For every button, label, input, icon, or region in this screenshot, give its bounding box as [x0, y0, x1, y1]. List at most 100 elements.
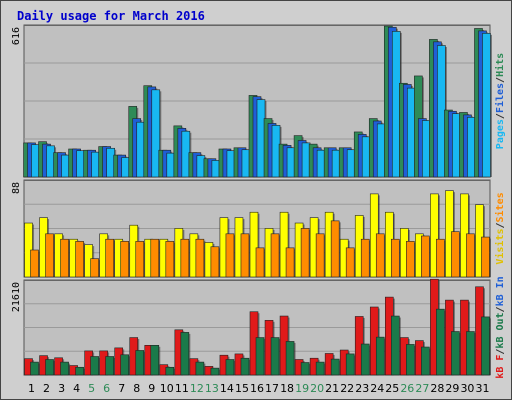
- x-tick-label: 19: [295, 382, 309, 395]
- legend-entry: kB Out: [495, 312, 506, 348]
- legend-entry: Pages: [495, 119, 506, 149]
- bar-kb-in: [210, 367, 220, 376]
- legend-entry: /: [495, 306, 506, 312]
- bar-sites: [90, 258, 99, 278]
- x-tick-label: 31: [475, 382, 489, 395]
- bar-kb-in: [195, 361, 205, 376]
- x-tick-label: 17: [265, 382, 279, 395]
- x-tick-label: 24: [370, 382, 384, 395]
- bar-kb-in: [345, 353, 355, 376]
- bar-kb-in: [255, 337, 265, 376]
- bar-kb-in: [45, 359, 54, 376]
- bar-sites: [180, 238, 190, 278]
- bar-sites: [210, 246, 220, 278]
- x-tick-label: 5: [88, 382, 95, 395]
- bar-sites: [30, 249, 39, 278]
- legend: Pages/Files/Hits: [494, 53, 506, 149]
- y-max-label: 21610: [11, 282, 22, 312]
- bar-sites: [436, 238, 445, 278]
- bar-kb-in: [180, 332, 190, 376]
- bar-sites: [466, 233, 475, 278]
- bar-sites: [225, 233, 235, 278]
- bar-kb-in: [466, 331, 475, 376]
- x-tick-label: 20: [310, 382, 324, 395]
- legend-entry: kB F: [495, 355, 506, 379]
- legend-entry: /: [495, 349, 506, 355]
- bar-sites: [45, 233, 54, 278]
- bar-sites: [330, 220, 340, 278]
- bar-kb-in: [421, 346, 430, 376]
- bar-kb-in: [135, 350, 145, 376]
- bar-sites: [150, 238, 160, 278]
- bar-sites: [255, 247, 265, 278]
- bar-visits: [430, 193, 439, 278]
- x-tick-label: 11: [175, 382, 189, 395]
- x-tick-label: 14: [220, 382, 234, 395]
- bar-kb-in: [165, 366, 175, 376]
- x-tick-label: 15: [235, 382, 249, 395]
- x-tick-label: 9: [148, 382, 155, 395]
- bar-sites: [120, 241, 130, 278]
- bar-sites: [345, 247, 355, 278]
- bar-kb-in: [300, 362, 310, 376]
- x-tick-label: 13: [205, 382, 219, 395]
- legend: kB F/kB Out/kB In: [495, 276, 506, 378]
- bar-visits: [279, 211, 289, 278]
- y-max-label: 616: [11, 27, 22, 45]
- x-tick-label: 26: [400, 382, 414, 395]
- x-tick-label: 29: [445, 382, 459, 395]
- bar-kb-in: [60, 361, 69, 376]
- bar-kb-in: [30, 361, 39, 376]
- bar-sites: [451, 231, 460, 278]
- x-tick-label: 4: [73, 382, 80, 395]
- bar-sites: [421, 235, 430, 278]
- x-tick-label: 10: [160, 382, 174, 395]
- x-tick-label: 27: [415, 382, 429, 395]
- legend-entry: Sites: [494, 192, 506, 222]
- x-tick-label: 2: [43, 382, 50, 395]
- legend-entry: /: [495, 113, 506, 119]
- x-tick-label: 18: [280, 382, 294, 395]
- x-tick-label: 22: [340, 382, 354, 395]
- bar-kb-in: [285, 341, 295, 376]
- bar-sites: [375, 233, 385, 278]
- bar-visits: [249, 211, 259, 278]
- x-tick-label: 1: [28, 382, 35, 395]
- x-tick-label: 16: [250, 382, 264, 395]
- bar-kb-in: [375, 336, 385, 376]
- bar-sites: [240, 233, 250, 278]
- legend-entry: /: [495, 222, 506, 228]
- bar-sites: [360, 238, 370, 278]
- bar-kb-in: [270, 337, 280, 376]
- legend-entry: Visits: [494, 229, 506, 265]
- chart-title: Daily usage for March 2016: [17, 9, 205, 23]
- bar-kb-in: [225, 359, 235, 376]
- bar-kb-in: [436, 308, 445, 376]
- bar-kb-in: [406, 344, 415, 376]
- bar-kb-in: [240, 357, 250, 376]
- bar-kb-in: [390, 315, 400, 376]
- x-tick-label: 28: [430, 382, 444, 395]
- x-tick-label: 21: [325, 382, 339, 395]
- x-tick-label: 3: [58, 382, 65, 395]
- bar-kb-in: [105, 356, 114, 376]
- bar-sites: [300, 228, 310, 278]
- bar-sites: [481, 236, 490, 278]
- bar-pages: [151, 89, 161, 178]
- bar-pages: [482, 33, 491, 178]
- bar-kb-in: [150, 345, 160, 376]
- bar-sites: [105, 238, 114, 278]
- bar-sites: [75, 241, 84, 278]
- bar-sites: [285, 247, 295, 278]
- legend: Visits/Sites: [494, 192, 506, 264]
- bar-kb-in: [90, 356, 99, 376]
- bar-kb-in: [120, 354, 130, 376]
- bar-sites: [165, 241, 175, 278]
- bar-kb-in: [481, 316, 490, 376]
- bar-sites: [406, 241, 415, 278]
- x-tick-label: 8: [133, 382, 140, 395]
- legend-entry: kB In: [495, 276, 506, 306]
- bar-sites: [195, 238, 205, 278]
- bar-kb-in: [330, 358, 340, 376]
